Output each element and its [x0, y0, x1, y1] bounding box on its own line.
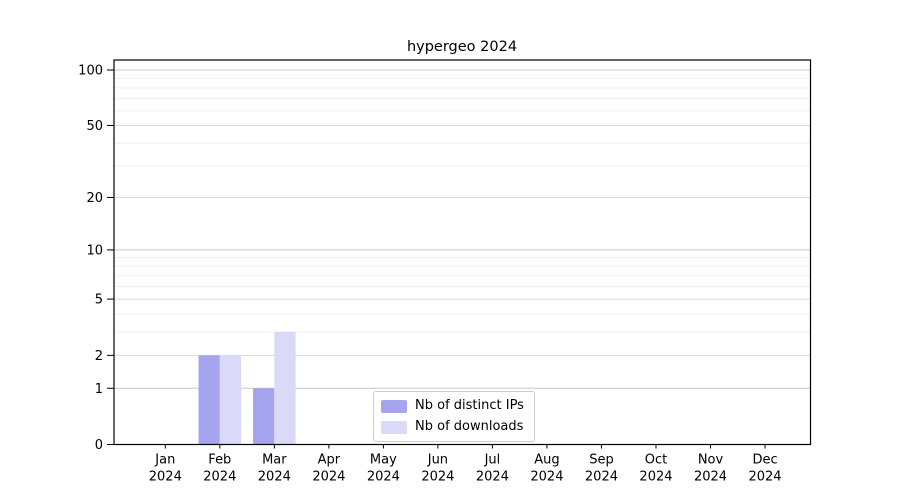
- x-tick-label-month: Jul: [484, 453, 501, 468]
- x-tick-label-year: 2024: [367, 470, 400, 485]
- y-tick-label: 5: [95, 293, 103, 308]
- y-tick-label: 100: [78, 64, 103, 79]
- x-tick-label-year: 2024: [149, 470, 182, 485]
- x-tick-label-year: 2024: [421, 470, 454, 485]
- bar-distinct-ips: [253, 388, 275, 445]
- x-tick-label-year: 2024: [258, 470, 291, 485]
- legend-label-downloads: Nb of downloads: [415, 419, 524, 434]
- legend-item-distinct-ips: Nb of distinct IPs: [381, 398, 524, 414]
- x-tick-label-year: 2024: [312, 470, 345, 485]
- x-tick-label-month: Jan: [154, 453, 175, 468]
- x-tick-label-month: Feb: [208, 453, 231, 468]
- x-tick-label-month: Oct: [645, 453, 667, 468]
- x-tick-label-month: May: [370, 453, 397, 468]
- x-tick-label-month: Jun: [427, 453, 448, 468]
- x-tick-label-month: Mar: [262, 453, 287, 468]
- y-tick-label: 20: [86, 191, 103, 206]
- x-tick-label-month: Nov: [698, 453, 724, 468]
- plot-border: [113, 59, 812, 446]
- x-tick-label-year: 2024: [639, 470, 672, 485]
- x-tick-label-year: 2024: [694, 470, 727, 485]
- x-tick-label-year: 2024: [585, 470, 618, 485]
- y-tick-label: 50: [86, 119, 103, 134]
- bar-distinct-ips: [198, 355, 220, 445]
- legend: Nb of distinct IPs Nb of downloads: [373, 391, 535, 442]
- x-tick-label-month: Apr: [318, 453, 341, 468]
- y-tick-label: 10: [86, 243, 103, 258]
- x-tick-label-year: 2024: [530, 470, 563, 485]
- x-tick-label-year: 2024: [476, 470, 509, 485]
- y-tick-label: 1: [95, 382, 103, 397]
- x-tick-label-month: Dec: [752, 453, 777, 468]
- y-tick-label: 2: [95, 349, 103, 364]
- bar-downloads: [274, 332, 296, 445]
- y-tick-label: 0: [95, 438, 103, 453]
- legend-item-downloads: Nb of downloads: [381, 419, 524, 435]
- legend-swatch-downloads-icon: [381, 420, 407, 434]
- x-tick-label-month: Aug: [534, 453, 559, 468]
- chart-title: hypergeo 2024: [407, 39, 517, 55]
- bar-downloads: [219, 355, 242, 445]
- legend-label-distinct-ips: Nb of distinct IPs: [415, 398, 524, 413]
- x-tick-label-month: Sep: [589, 453, 614, 468]
- x-tick-label-year: 2024: [203, 470, 236, 485]
- x-tick-label-year: 2024: [748, 470, 781, 485]
- legend-swatch-distinct-ips-icon: [381, 399, 407, 413]
